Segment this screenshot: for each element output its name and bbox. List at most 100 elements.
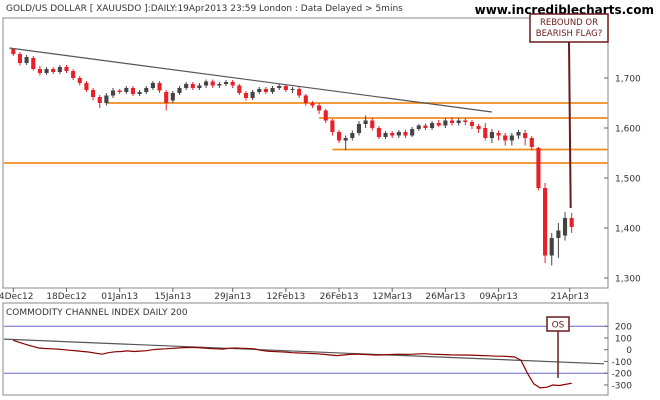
candle-body — [230, 82, 235, 86]
candle-body — [509, 135, 514, 141]
cci-y-tick-label: -200 — [612, 370, 633, 380]
cci-annotation-text: OS — [552, 321, 565, 331]
candle-body — [396, 132, 401, 136]
candle-body — [17, 54, 23, 63]
candle-body — [310, 103, 315, 106]
candle-body — [31, 58, 36, 69]
candle-body — [403, 132, 408, 136]
candle-body — [130, 88, 136, 94]
candle-body — [343, 138, 348, 141]
cci-line — [13, 339, 572, 389]
candle-body — [237, 85, 242, 93]
candle-body — [336, 132, 342, 141]
candle-body — [443, 120, 448, 126]
price-x-tick-label: 26Mar13 — [425, 292, 465, 302]
candle-body — [24, 57, 29, 63]
candle-body — [529, 138, 534, 147]
annotation-arrow — [568, 41, 572, 209]
candle-body — [383, 133, 388, 137]
candle-body — [170, 93, 175, 101]
chart-header: GOLD/US DOLLAR [ XAUUSDO ]:DAILY:19Apr20… — [6, 4, 403, 14]
price-trendline — [9, 47, 492, 113]
candle-body — [117, 90, 122, 92]
price-panel — [2, 17, 609, 289]
candle-body — [483, 128, 488, 138]
candle-body — [356, 124, 362, 133]
candle-body — [97, 97, 102, 103]
candle-body — [430, 123, 435, 128]
candle-body — [210, 81, 215, 86]
price-x-tick-label: 15Jan13 — [154, 292, 191, 302]
candle-body — [263, 89, 268, 92]
candle-body — [323, 110, 328, 121]
candle-body — [44, 69, 49, 73]
cci-y-tick-label: 200 — [615, 323, 632, 333]
candle-body — [257, 89, 262, 92]
cci-bands — [4, 325, 607, 374]
candle-body — [243, 93, 249, 98]
price-x-tick-label: 12Mar13 — [372, 292, 412, 302]
price-x-tick-label: 26Feb13 — [320, 292, 359, 302]
candle-body — [423, 125, 428, 128]
candle-body — [250, 92, 255, 98]
candle-body — [283, 86, 288, 90]
candle-body — [562, 218, 568, 236]
candle-body — [436, 123, 441, 126]
candle-body — [51, 69, 56, 72]
price-x-tick-label: 09Apr13 — [479, 292, 517, 302]
candle-body — [190, 84, 195, 88]
candle-body — [416, 125, 421, 129]
candle-body — [184, 84, 189, 88]
candle-body — [543, 188, 548, 256]
cci-panel — [2, 302, 609, 396]
candle-body — [164, 92, 169, 103]
candle-body — [91, 90, 96, 97]
cci-y-tick-label: -300 — [612, 381, 633, 391]
cci-title: COMMODITY CHANNEL INDEX DAILY 200 — [6, 308, 188, 318]
annotation-text-line: BEARISH FLAG? — [536, 29, 603, 39]
price-y-tick-label: 1,600 — [615, 125, 641, 135]
price-y-ticks: 1,300 1,400 1,500 1,600 1,700 — [604, 75, 641, 285]
cci-annotation-box — [546, 316, 570, 332]
candle-body — [469, 122, 475, 126]
candle-body — [110, 90, 116, 96]
candle-body — [137, 92, 142, 94]
candle-body — [370, 120, 375, 128]
price-x-tick-label: 29Jan13 — [214, 292, 251, 302]
candle-body — [57, 67, 62, 72]
price-x-tick-label: 21Apr13 — [550, 292, 588, 302]
candle-body — [11, 49, 16, 54]
candle-body — [124, 88, 129, 92]
candle-body — [37, 69, 42, 73]
candle-body — [556, 230, 561, 238]
candle-body — [549, 238, 554, 256]
support-lines — [4, 102, 608, 164]
candle-body — [277, 86, 282, 88]
annotation-text-line: REBOUND OR — [540, 18, 598, 28]
price-x-tick-label: 01Jan13 — [101, 292, 138, 302]
candle-body — [297, 89, 302, 96]
candle-body — [177, 88, 182, 93]
candle-body — [270, 88, 275, 92]
candle-body — [476, 126, 481, 129]
candle-body — [290, 89, 295, 90]
cci-y-tick-label: -100 — [612, 358, 633, 368]
annotation-box — [529, 13, 609, 43]
watermark: www.incrediblecharts.com — [475, 3, 654, 17]
candle-body — [144, 88, 149, 92]
candle-body — [303, 95, 308, 103]
candle-body — [496, 133, 501, 136]
candle-body — [456, 120, 461, 123]
candle-body — [536, 148, 541, 188]
candle-body — [84, 83, 89, 90]
candle-body — [489, 132, 494, 138]
candle-body — [516, 132, 521, 136]
candle-body — [503, 135, 508, 141]
candle-body — [77, 78, 82, 83]
candle-body — [197, 85, 202, 88]
price-y-tick-label: 1,300 — [615, 275, 641, 285]
